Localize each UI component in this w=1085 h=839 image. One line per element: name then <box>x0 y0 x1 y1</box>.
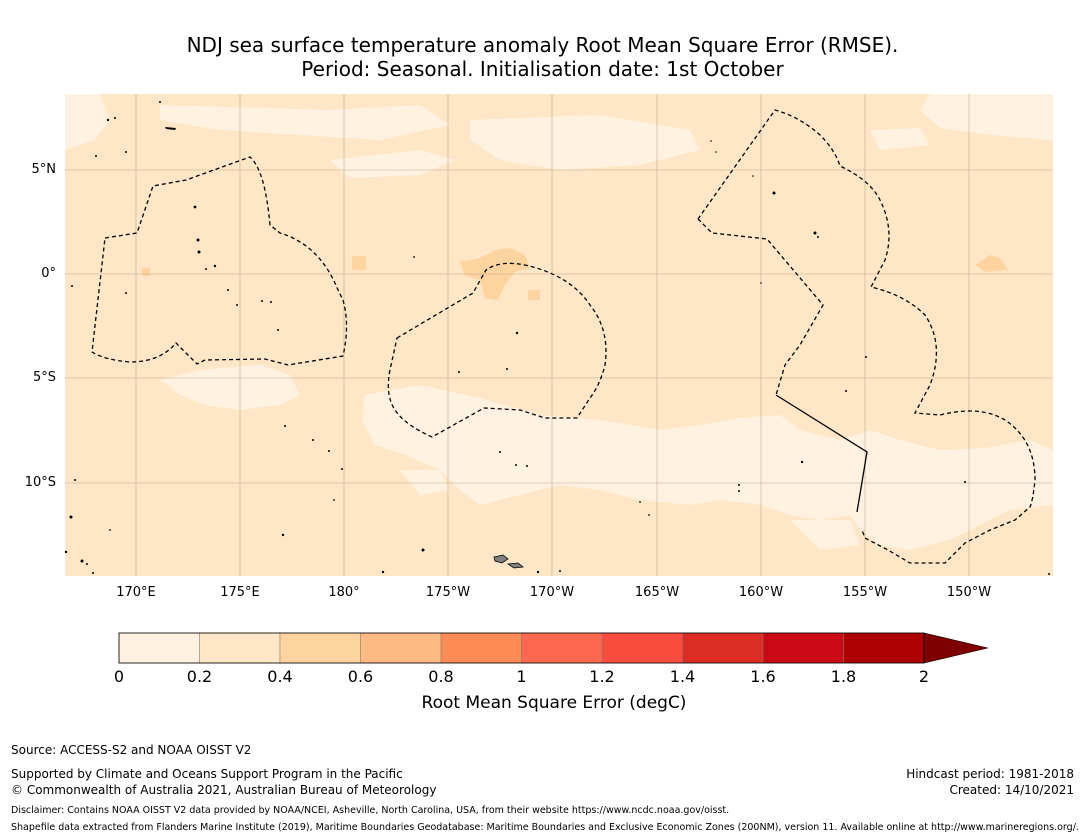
eez-boundaries <box>91 109 1036 564</box>
graticule <box>65 94 1053 576</box>
maritime-boundary-solid <box>775 394 868 513</box>
colorbar-bin-3 <box>360 632 442 664</box>
low-error-regions <box>65 94 1053 550</box>
lat-label-5n: 5°N <box>31 162 57 177</box>
lat-label-10s: 10°S <box>24 475 56 490</box>
lon-label-160w: 160°W <box>738 585 784 600</box>
lon-label-170w: 170°W <box>529 585 575 600</box>
colorbar-bin-8 <box>762 632 844 664</box>
disclaimer-text: Disclaimer: Contains NOAA OISST V2 data … <box>11 805 730 816</box>
source-text: Source: ACCESS-S2 and NOAA OISST V2 <box>11 743 252 757</box>
colorbar-tick-label: 0.2 <box>186 667 213 686</box>
colorbar-tick-label: 0.8 <box>428 667 454 686</box>
colorbar-label: Root Mean Square Error (degC) <box>421 693 687 713</box>
eez-kiribati-gilbert <box>91 156 348 366</box>
colorbar-tick-label: 2 <box>918 667 930 686</box>
supported-text: Supported by Climate and Oceans Support … <box>11 767 403 781</box>
colorbar-bin-6 <box>601 632 683 664</box>
eez-kiribati-line <box>697 109 1036 564</box>
lon-label-170e: 170°E <box>116 585 156 600</box>
colorbar-tick-label: 1.8 <box>830 667 857 686</box>
colorbar-tick-label: 0.4 <box>267 667 293 686</box>
colorbar-tick-label: 0 <box>113 667 125 686</box>
lon-label-180: 180° <box>328 585 360 600</box>
chart-title-line-1: NDJ sea surface temperature anomaly Root… <box>186 33 899 57</box>
hindcast-period: Hindcast period: 1981-2018 <box>906 767 1074 781</box>
copyright-text: © Commonwealth of Australia 2021, Austra… <box>11 783 437 797</box>
lat-label-0: 0° <box>41 266 56 281</box>
rmse-map <box>64 94 1053 576</box>
islands <box>64 101 1050 575</box>
colorbar-bin-9 <box>843 632 925 664</box>
lon-label-165w: 165°W <box>634 585 680 600</box>
lat-label-5s: 5°S <box>32 370 56 385</box>
eez-kiribati-line-inner <box>697 218 824 396</box>
colorbar-bin-7 <box>682 632 764 664</box>
colorbar-tick-label: 1.2 <box>589 667 615 686</box>
colorbar-bin-0 <box>118 632 200 664</box>
colorbar-frame <box>118 632 925 664</box>
lon-label-155w: 155°W <box>842 585 888 600</box>
colorbar <box>118 632 989 664</box>
created-date: Created: 14/10/2021 <box>949 783 1074 797</box>
shapefile-text: Shapefile data extracted from Flanders M… <box>11 822 1079 833</box>
colorbar-bin-5 <box>521 632 603 664</box>
eez-kiribati-phoenix <box>387 262 607 438</box>
colorbar-tick-label: 1.4 <box>669 667 696 686</box>
lon-label-150w: 150°W <box>946 585 992 600</box>
colorbar-bin-1 <box>199 632 281 664</box>
samoa-islands <box>493 554 525 569</box>
colorbar-tick-label: 1.6 <box>750 667 776 686</box>
colorbar-extend-arrow <box>923 632 989 664</box>
colorbar-tick-label: 1 <box>516 667 527 686</box>
colorbar-bin-2 <box>279 632 361 664</box>
colorbar-tick-label: 0.6 <box>347 667 374 686</box>
colorbar-bin-4 <box>440 632 522 664</box>
lon-label-175e: 175°E <box>220 585 260 600</box>
chart-title-line-2: Period: Seasonal. Initialisation date: 1… <box>301 57 784 81</box>
lon-label-175w: 175°W <box>425 585 471 600</box>
